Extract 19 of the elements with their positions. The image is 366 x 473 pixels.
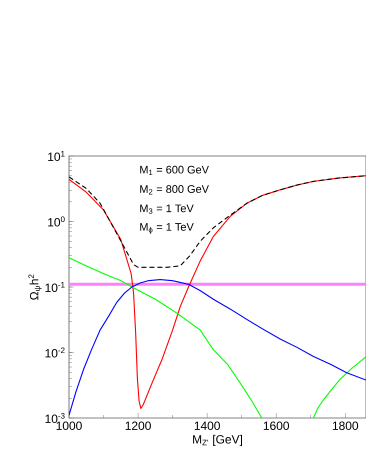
x-tick-label: 1000 — [56, 422, 82, 430]
annotation: M$_{ϕ}$ = 1 TeV — [140, 223, 194, 234]
annotation: M$_{1}$ = 600 GeV — [140, 166, 209, 176]
annotation: M$_{2}$ = 800 GeV — [140, 185, 209, 194]
line-series — [69, 175, 366, 409]
x-tick-label: 1600 — [264, 422, 290, 430]
x-tick-label: 1400 — [194, 422, 220, 430]
x-tick-label: 1800 — [332, 422, 358, 430]
x-axis-title: M$_{Z'}$ [GeV] — [193, 434, 242, 446]
y-tick-label: 10$^{-2}$ — [46, 347, 65, 358]
x-tick-label: 1200 — [126, 422, 151, 430]
line-series — [69, 278, 366, 416]
annotation: M$_{3}$ = 1 TeV — [140, 204, 194, 214]
y-axis-title: Ω$_{ψ}$h$^{2}$ — [28, 274, 42, 300]
y-tick-label: 10$^{0}$ — [48, 216, 65, 227]
line-series — [312, 356, 366, 418]
line-series — [69, 257, 262, 418]
y-tick-label: 10$^{-1}$ — [46, 282, 65, 292]
y-tick-label: 10$^{1}$ — [48, 151, 65, 161]
